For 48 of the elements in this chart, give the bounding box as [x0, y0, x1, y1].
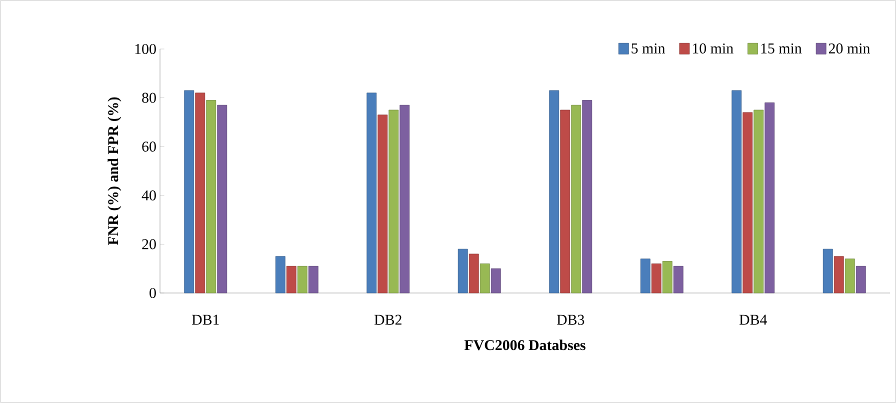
legend-label: 20 min [828, 43, 870, 54]
y-axis-title: FNR (%) and FPR (%) [108, 97, 122, 246]
bar [742, 112, 753, 294]
y-tick-label: 80 [142, 92, 156, 103]
bar [366, 92, 377, 294]
bar [308, 266, 318, 294]
bar [378, 114, 388, 294]
bar [206, 100, 216, 294]
bar [582, 100, 592, 294]
bar [275, 256, 286, 294]
bar [822, 248, 833, 294]
legend-label: 10 min [692, 43, 734, 54]
x-tick-label: DB3 [556, 314, 584, 325]
bar [571, 104, 582, 294]
bar [640, 258, 650, 294]
y-tick-label: 60 [142, 142, 156, 152]
y-tick-label: 40 [142, 190, 156, 200]
bar [195, 92, 206, 294]
bar [560, 110, 570, 294]
bar [732, 90, 742, 294]
bar [549, 90, 560, 294]
bar [651, 264, 662, 294]
bar [754, 110, 764, 294]
bar [297, 266, 308, 294]
bar [468, 254, 479, 294]
bar [834, 256, 844, 294]
bar [400, 104, 410, 294]
legend-label: 5 min [632, 43, 666, 54]
bar [673, 266, 684, 294]
bar [764, 102, 775, 294]
bar [490, 268, 501, 294]
bar [217, 104, 228, 294]
bar [286, 266, 296, 294]
x-tick-label: DB4 [739, 314, 767, 325]
y-tick-label: 0 [150, 288, 156, 298]
bar [458, 248, 468, 294]
x-axis-title: FVC2006 Databses [464, 340, 586, 350]
bar [388, 110, 399, 294]
legend-label: 15 min [761, 43, 802, 54]
y-tick-label: 100 [135, 44, 156, 54]
bar [662, 261, 672, 294]
x-tick-label: DB1 [192, 314, 219, 325]
bar [184, 90, 194, 294]
bar [856, 266, 866, 294]
bar [480, 264, 490, 294]
x-tick-label: DB2 [374, 314, 402, 325]
y-tick-label: 20 [142, 239, 156, 250]
bar [844, 258, 855, 294]
